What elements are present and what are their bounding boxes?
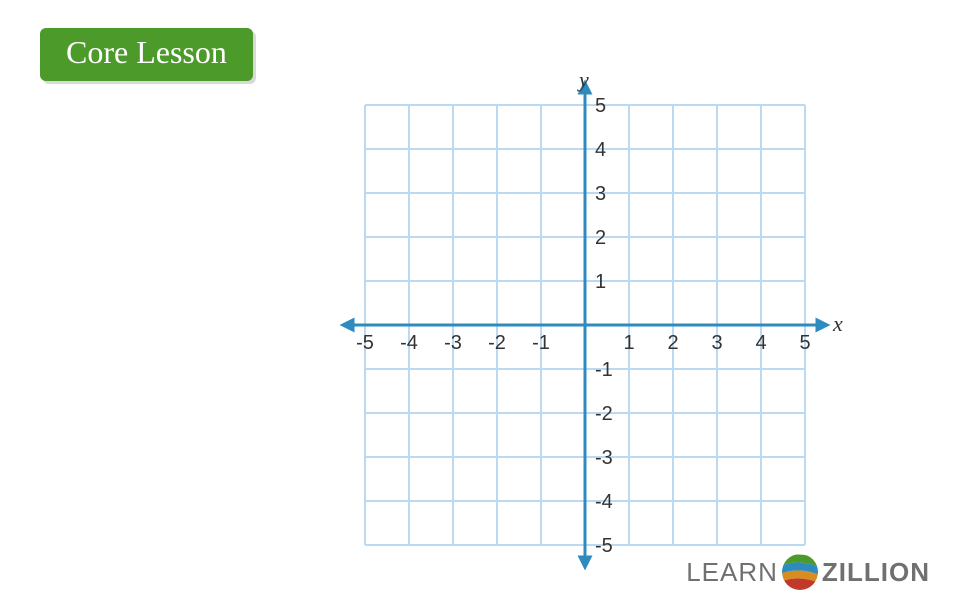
core-lesson-badge: Core Lesson [40,28,253,81]
svg-text:-2: -2 [595,403,613,425]
learnzillion-logo: LEARN ZILLION [686,552,930,592]
svg-text:-3: -3 [444,332,462,354]
svg-text:1: 1 [595,271,606,293]
logo-swoosh-icon [780,552,820,592]
svg-text:-4: -4 [400,332,418,354]
x-axis-label: x [833,311,843,337]
svg-text:-1: -1 [595,359,613,381]
coordinate-grid-svg: -5 -4 -3 -2 -1 1 2 3 4 5 -5 -4 -3 -2 -1 1 2 3 4 5 [335,75,835,575]
svg-text:-3: -3 [595,447,613,469]
svg-text:-5: -5 [356,332,374,354]
svg-text:-4: -4 [595,491,613,513]
svg-text:2: 2 [595,227,606,249]
coordinate-grid-chart: -5-4-3-2-112345-5-4-3-2-112345 y x [335,75,835,575]
svg-text:-2: -2 [488,332,506,354]
svg-text:1: 1 [623,332,634,354]
svg-text:5: 5 [595,95,606,117]
svg-text:-1: -1 [532,332,550,354]
svg-text:3: 3 [711,332,722,354]
y-axis-label: y [579,67,589,93]
svg-text:4: 4 [755,332,766,354]
svg-text:4: 4 [595,139,606,161]
core-lesson-text: Core Lesson [66,34,227,70]
logo-text-zillion: ZILLION [822,557,930,588]
svg-text:5: 5 [799,332,810,354]
svg-text:3: 3 [595,183,606,205]
svg-text:2: 2 [667,332,678,354]
logo-text-learn: LEARN [686,557,778,588]
svg-text:-5: -5 [595,535,613,557]
